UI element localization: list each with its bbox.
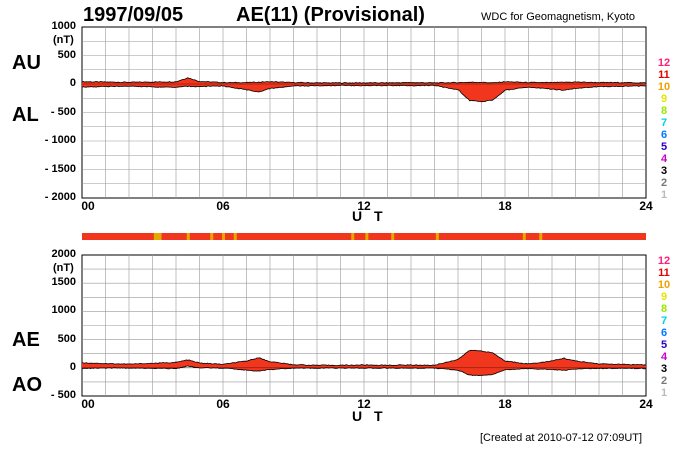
al-label: AL [12, 104, 39, 126]
legend-station-count: 9 [660, 93, 668, 105]
legend-station-count: 9 [660, 291, 668, 303]
bottom-y-tick-label: 500 [57, 332, 76, 345]
bottom-x-tick-label: 18 [498, 397, 512, 411]
bottom-x-tick-label: 12 [357, 397, 371, 411]
top-unit-label: (nT) [53, 34, 74, 46]
station-count-bar-mark [539, 233, 543, 240]
legend-station-count: 10 [657, 81, 671, 93]
station-count-bar-mark [186, 233, 190, 240]
legend-station-count: 11 [658, 267, 670, 279]
top-x-tick-label: 00 [81, 199, 95, 213]
legend-station-count: 8 [660, 105, 668, 117]
legend-station-count: 7 [660, 117, 668, 129]
top-y-tick-label: 1000 [51, 20, 76, 32]
series-au-line [81, 77, 647, 84]
au-label: AU [12, 52, 41, 74]
station-count-bar-mark [233, 233, 237, 240]
top-y-tick-label: 0 [69, 77, 76, 89]
top-y-tick-label: - 2000 [44, 191, 76, 203]
legend-station-count: 10 [657, 279, 671, 291]
station-count-bar-mark [365, 233, 369, 240]
station-count-bar-mark [158, 233, 162, 240]
top-y-tick-label: - 1500 [44, 162, 76, 175]
top-y-tick-label: - 500 [50, 105, 76, 118]
data-source: WDC for Geomagnetism, Kyoto [481, 11, 636, 23]
legend-station-count: 1 [660, 189, 668, 201]
bottom-x-tick-label: 06 [216, 397, 230, 411]
top-x-axis-title: U T [352, 208, 387, 224]
top-x-tick-label: 12 [357, 199, 371, 213]
legend-station-count: 12 [657, 255, 671, 267]
legend-station-count: 12 [657, 57, 671, 69]
ao-label: AO [12, 374, 42, 396]
legend-station-count: 2 [660, 177, 668, 189]
created-timestamp: [Created at 2010-07-12 07:09UT] [480, 432, 643, 444]
top-x-tick-label: 06 [216, 199, 230, 213]
series-ao-line [81, 365, 647, 377]
legend-station-count: 8 [660, 303, 668, 315]
top-y-tick-label: 500 [57, 48, 76, 61]
bottom-series-area [82, 350, 646, 376]
chart-date: 1997/09/05 [83, 4, 184, 26]
bottom-y-tick-label: - 500 [50, 389, 76, 401]
bottom-unit-label: (nT) [53, 262, 74, 274]
legend-station-count: 5 [660, 141, 668, 153]
top-x-tick-label: 18 [498, 199, 512, 213]
bottom-x-tick-label: 24 [639, 397, 653, 411]
legend-station-count: 11 [658, 69, 670, 81]
legend-station-count: 1 [660, 387, 668, 399]
top-x-tick-label: 24 [639, 199, 653, 213]
station-count-bar-mark [153, 233, 157, 240]
station-count-bar-mark [222, 233, 225, 240]
station-count-bar-mark [351, 233, 355, 240]
bottom-x-axis-title: U T [352, 408, 387, 424]
bottom-y-tick-label: 1000 [51, 304, 76, 317]
bottom-y-tick-label: 2000 [51, 248, 76, 260]
legend-station-count: 7 [660, 315, 668, 327]
station-count-bar-mark [391, 233, 395, 240]
legend-station-count: 6 [660, 327, 668, 339]
top-y-tick-label: - 1000 [44, 134, 76, 146]
series-ae-line [81, 349, 647, 367]
station-count-bar-mark [210, 233, 214, 240]
legend-station-count: 5 [660, 339, 668, 351]
station-count-bar-mark [522, 233, 526, 240]
legend-station-count: 4 [660, 153, 668, 165]
top-series-area [82, 77, 646, 102]
chart-title: AE(11) (Provisional) [236, 4, 425, 26]
bottom-y-tick-label: 0 [69, 360, 76, 373]
legend-station-count: 4 [660, 351, 668, 363]
legend-station-count: 3 [660, 363, 668, 375]
series-al-line [81, 84, 647, 103]
station-count-bar-mark [156, 233, 160, 240]
legend-station-count: 2 [660, 375, 668, 387]
legend-station-count: 3 [660, 165, 668, 177]
station-count-bar [82, 233, 646, 240]
ae-label: AE [12, 329, 40, 351]
bottom-y-tick-label: 1500 [51, 276, 76, 289]
bottom-x-tick-label: 00 [81, 397, 95, 411]
legend-station-count: 6 [660, 129, 668, 141]
station-count-bar-mark [435, 233, 439, 240]
